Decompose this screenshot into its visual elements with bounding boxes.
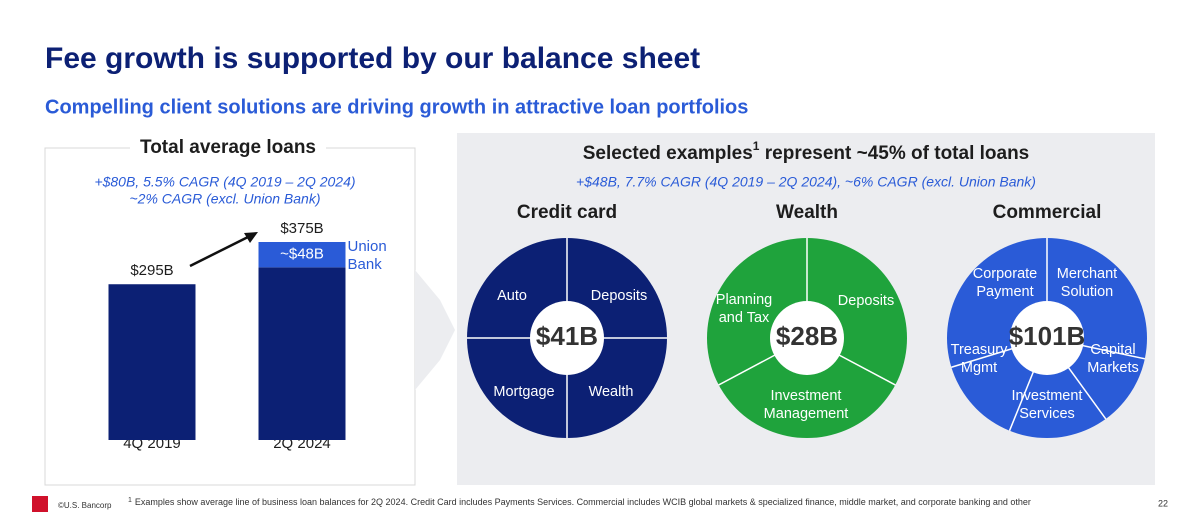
chart-title: Total average loans (140, 137, 316, 158)
segment-label: Wealth (589, 384, 634, 400)
segment-label: Planning and Tax (716, 292, 772, 326)
footnote-mark: 1 (128, 497, 132, 504)
segment-label-line: Investment (1012, 388, 1083, 404)
segment-label-line: Investment (771, 388, 842, 404)
footnote-text: Examples show average line of business l… (135, 497, 1031, 507)
segment-label-line: and Tax (719, 310, 770, 326)
segment-label-line: Solution (1061, 284, 1113, 300)
series-label-line: Union (348, 238, 387, 255)
segment-label: Corporate Payment (973, 266, 1037, 300)
total-label: $375B (280, 220, 323, 237)
segment-label-line: Management (764, 406, 849, 422)
segment-label-line: Payment (976, 284, 1033, 300)
growth-arrow (189, 234, 251, 268)
segment-label: Investment Services (1012, 388, 1083, 422)
footnote-mark: 1 (753, 139, 760, 153)
pie-total: $101B (1009, 321, 1086, 351)
bar-segment (108, 284, 196, 440)
segment-label-line: Merchant (1057, 266, 1117, 282)
arrow-head (244, 232, 258, 243)
pie-center (770, 301, 844, 375)
pie-total: $41B (536, 321, 598, 351)
title-gap (130, 136, 326, 160)
segment-label: Capital Markets (1087, 342, 1139, 376)
group-name: Wealth (776, 202, 838, 223)
panel-title: Selected examples1 represent ~45% of tot… (583, 139, 1030, 164)
segment-label-line: Markets (1087, 360, 1139, 376)
segment-label-line: Planning (716, 292, 772, 308)
group-name: Commercial (993, 202, 1102, 223)
series-label-line: Bank (348, 256, 383, 273)
segment-label: Treasury Mgmt (951, 342, 1008, 376)
panel-title-part: represent ~45% of total loans (759, 143, 1029, 164)
total-label: $295B (130, 262, 173, 279)
copyright: ©U.S. Bancorp (58, 501, 112, 510)
segment-label-line: Mgmt (961, 360, 997, 376)
segment-label: Merchant Solution (1057, 266, 1117, 300)
segment-label: Deposits (838, 293, 894, 309)
logo (32, 496, 48, 512)
footnote: 1 Examples show average line of business … (128, 497, 1031, 508)
bar-segment (258, 267, 346, 440)
segment-label: Auto (497, 288, 527, 304)
panel-title-part: Selected examples (583, 143, 753, 164)
annotation: ~2% CAGR (excl. Union Bank) (129, 191, 320, 207)
data-label: ~$48B (280, 246, 324, 263)
page-number: 22 (1158, 498, 1168, 508)
slide-title: Fee growth is supported by our balance s… (45, 42, 700, 75)
segment-label: Deposits (591, 288, 647, 304)
segment-label: Mortgage (493, 384, 554, 400)
annotation: +$80B, 5.5% CAGR (4Q 2019 – 2Q 2024) (94, 174, 355, 190)
series-label: Union Bank (348, 238, 387, 273)
pie-center (1010, 301, 1084, 375)
segment-label-line: Services (1019, 406, 1075, 422)
group-name: Credit card (517, 202, 617, 223)
segment-label-line: Corporate (973, 266, 1037, 282)
pie-total: $28B (776, 321, 838, 351)
panel-subtitle: +$48B, 7.7% CAGR (4Q 2019 – 2Q 2024), ~6… (576, 174, 1036, 190)
segment-label-line: Treasury (951, 342, 1008, 358)
segment-label: Investment Management (764, 388, 849, 422)
slide-subtitle: Compelling client solutions are driving … (45, 96, 748, 118)
segment-label-line: Capital (1090, 342, 1135, 358)
pie-center (530, 301, 604, 375)
chevron (415, 270, 455, 390)
bar-segment (258, 242, 346, 268)
